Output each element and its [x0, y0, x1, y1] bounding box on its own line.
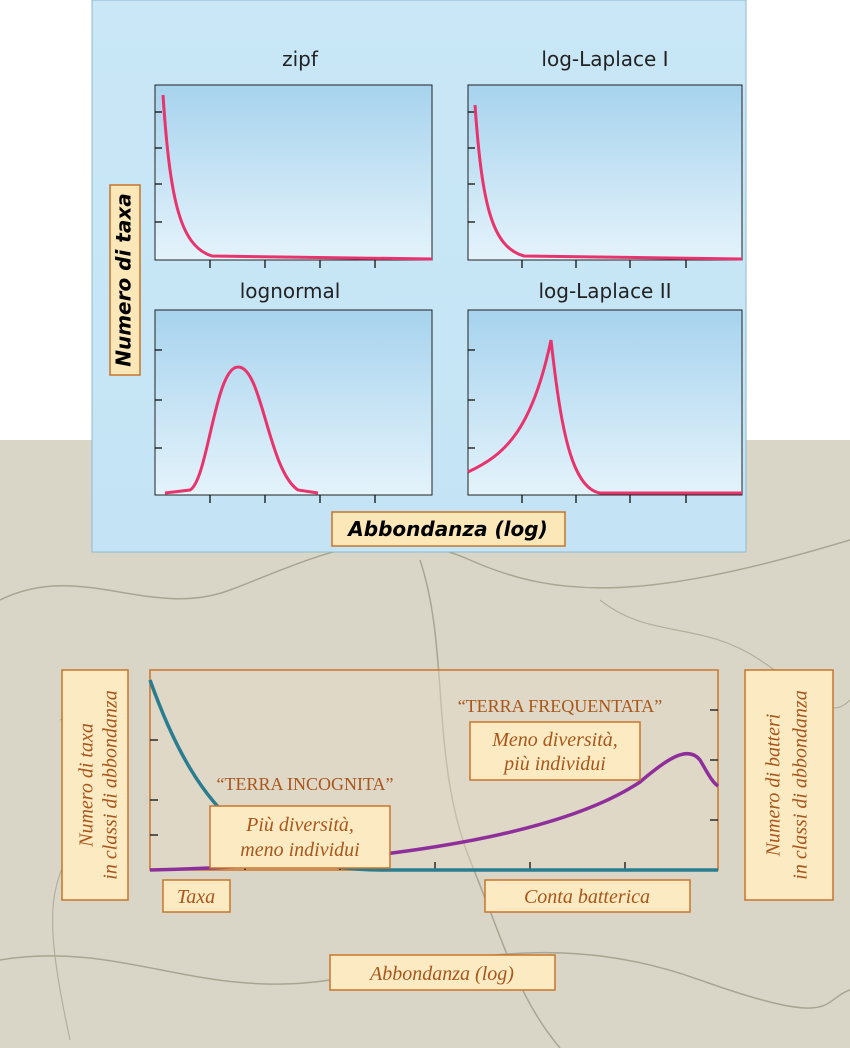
curve	[473, 104, 743, 261]
region-label: “TERRA FREQUENTATA”	[458, 696, 663, 716]
x-axis-label: Abbondanza (log)	[346, 517, 547, 541]
label-box	[61, 669, 129, 901]
label-box	[331, 511, 566, 547]
note-box	[469, 721, 641, 781]
legend-box	[162, 879, 231, 913]
y-axis-label: Numero di taxa	[112, 193, 136, 367]
note: Meno diversità,	[491, 729, 618, 751]
legend-box	[484, 879, 691, 913]
note: Più diversità,	[245, 814, 354, 836]
note-box	[209, 805, 391, 869]
plot-area	[154, 84, 433, 261]
curve	[467, 339, 742, 495]
plot-area	[467, 84, 743, 261]
x-axis-label: Abbondanza (log)	[368, 963, 514, 985]
bottom-chart: “TERRA FREQUENTATA” “TERRA INCOGNITA” Me…	[61, 669, 834, 991]
label-box	[744, 669, 834, 901]
note: più individui	[502, 753, 606, 775]
label-box	[329, 954, 556, 991]
note: meno individui	[240, 839, 359, 861]
panel-title: lognormal	[240, 279, 341, 303]
panel-title: log-Laplace II	[538, 279, 671, 303]
y-axis-label: in classi di abbondanza	[100, 690, 122, 879]
legend-label: Taxa	[177, 886, 215, 908]
legend-label: Conta batterica	[524, 886, 650, 908]
label-box	[109, 184, 141, 376]
plot-area	[467, 309, 743, 496]
curve	[164, 365, 319, 495]
y2-axis-label: Numero di batteri	[763, 714, 785, 858]
region-label: “TERRA INCOGNITA”	[216, 774, 393, 794]
y2-axis-label: in classi di abbondanza	[790, 690, 812, 879]
top-panel: zipf log-Laplace I lognormal log-Laplace…	[91, 0, 747, 553]
plot-area	[154, 309, 433, 496]
panel-title: zipf	[282, 47, 319, 71]
ticks	[155, 111, 687, 503]
y-axis-label: Numero di taxa	[76, 723, 98, 848]
panel-title: log-Laplace I	[541, 47, 668, 71]
curve	[161, 94, 433, 261]
